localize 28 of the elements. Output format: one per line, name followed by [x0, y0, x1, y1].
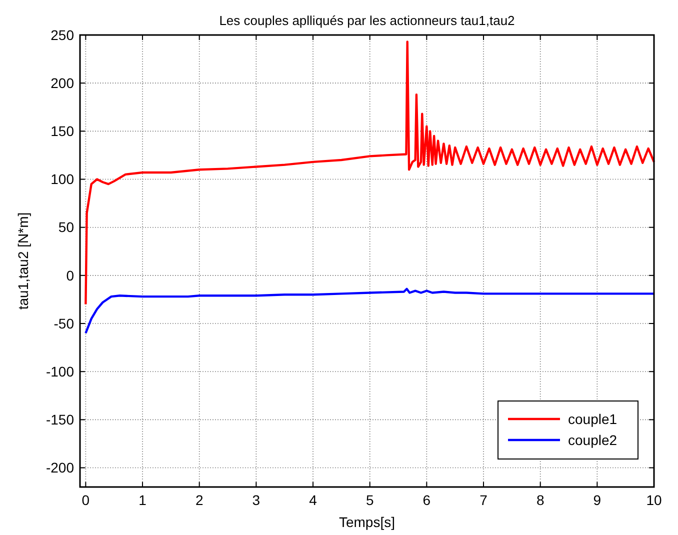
x-tick-label: 10 [646, 492, 662, 508]
y-axis-title: tau1,tau2 [N*m] [15, 212, 31, 310]
y-tick-label: -200 [46, 460, 74, 476]
x-tick-label: 8 [536, 492, 544, 508]
line-series [84, 40, 656, 306]
y-tick-label: 0 [66, 267, 74, 284]
x-tick-label: 3 [252, 492, 260, 508]
chart-title: Les couples aplliqués par les actionneurs tau1,tau2 [219, 13, 515, 28]
x-axis-title: Temps[s] [338, 514, 396, 530]
y-tick-label: -150 [46, 412, 74, 428]
x-tick-label: 6 [422, 492, 431, 508]
x-tick-label: 1 [138, 492, 147, 508]
y-tick-label: 250 [50, 26, 74, 43]
x-tick-label: 5 [366, 492, 374, 508]
x-tick-label: 4 [309, 492, 318, 508]
y-tick-label: 50 [58, 219, 74, 236]
y-tick-label: -100 [46, 363, 74, 380]
y-tick-label: 100 [50, 171, 74, 188]
x-tick-label: 0 [82, 492, 90, 508]
x-tick-label: 9 [593, 492, 602, 508]
x-tick-label: 2 [195, 492, 204, 508]
x-tick-label: 7 [480, 492, 488, 508]
y-tick-label: 150 [50, 123, 74, 140]
legend-label: couple2 [568, 432, 618, 448]
line-series [84, 288, 656, 334]
y-tick-label: 200 [50, 74, 74, 91]
legend-label: couple1 [568, 410, 618, 427]
y-tick-label: -50 [54, 315, 74, 332]
